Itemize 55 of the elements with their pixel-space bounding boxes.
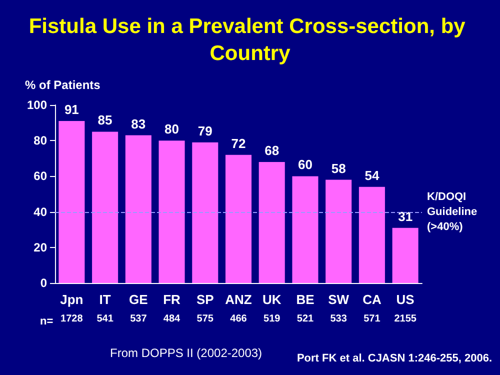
x-tick-label: SW [328, 292, 350, 307]
text: From DOPPS II (2002-2003) [110, 346, 262, 360]
data-label: 85 [98, 112, 112, 128]
text: 541 [96, 314, 114, 324]
text: Port FK et al. CJASN 1:246-255, 2006. [296, 352, 492, 364]
text: 466 [230, 314, 248, 324]
data-label: 72 [231, 136, 246, 151]
y-tick-label: 0 [40, 276, 48, 290]
ref-line-label: K/DOQI Guideline (>40%) [427, 190, 480, 233]
x-tick-label: GE [129, 292, 148, 307]
bar [192, 142, 218, 283]
text: 484 [163, 314, 181, 324]
data-label: 83 [131, 116, 146, 132]
text: 521 [296, 314, 314, 324]
x-tick-label: CA [362, 292, 382, 307]
text: 519 [264, 314, 281, 324]
text: 1728 [60, 314, 84, 324]
y-tick-label: 40 [34, 204, 48, 219]
x-tick-label: UK [262, 292, 282, 307]
y-tick-label: 60 [34, 169, 48, 184]
text: 537 [130, 314, 148, 324]
data-label: 91 [64, 102, 79, 118]
data-label: 80 [164, 122, 180, 137]
bar [58, 121, 85, 283]
x-tick-label: US [396, 292, 415, 307]
text: 571 [364, 314, 381, 324]
chart-title: Fistula Use in a Prevalent Cross-section, by Country [28, 15, 472, 65]
text: 533 [330, 314, 348, 324]
bar [225, 154, 252, 283]
y-tick-label: 80 [34, 134, 48, 148]
bar [358, 186, 385, 283]
data-label: 68 [264, 142, 280, 158]
data-label: 58 [331, 160, 346, 176]
text: 2155 [394, 314, 417, 324]
bar [258, 162, 285, 283]
data-label: 79 [198, 123, 212, 138]
text: 575 [196, 314, 214, 324]
x-tick-label: SP [196, 292, 214, 307]
bar [92, 132, 118, 283]
x-tick-label: IT [99, 292, 111, 307]
text: n= [40, 316, 54, 328]
data-label: 54 [364, 168, 380, 183]
x-tick-label: BE [296, 292, 315, 307]
bar [292, 176, 318, 283]
bar [392, 228, 418, 283]
x-tick-label: Jpn [60, 292, 84, 307]
y-tick-label: 20 [34, 240, 48, 254]
bar [125, 135, 152, 283]
x-tick-label: ANZ [225, 292, 252, 307]
bar [326, 180, 352, 283]
bar [158, 140, 185, 283]
x-tick-label: FR [163, 292, 182, 307]
y-axis-title: % of Patients [25, 78, 101, 92]
y-tick-label: 100 [26, 98, 48, 112]
data-label: 60 [298, 157, 312, 172]
